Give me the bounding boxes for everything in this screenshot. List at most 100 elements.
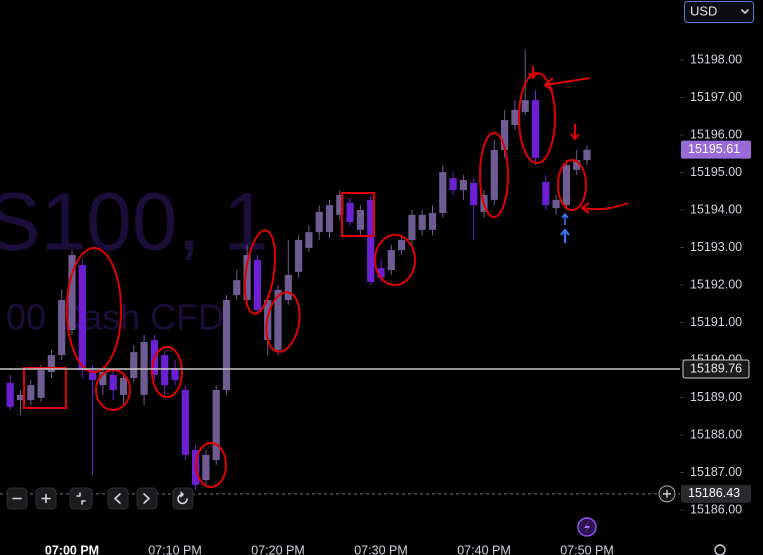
candle-body [243,255,251,300]
annotation-ellipse [151,346,183,398]
candle-body [583,149,591,161]
annotation-arrow [528,66,538,80]
currency-select[interactable]: USD [684,1,754,23]
signal-arrow [560,228,570,243]
candle-body [295,240,303,272]
annotation-box [23,367,67,409]
annotation-ellipse [243,229,277,315]
candle-body [542,181,550,206]
refresh-button[interactable] [172,487,194,510]
signal-arrow [561,212,569,225]
toolbar [6,487,726,555]
y-tick-label: 15187.00 [690,465,742,479]
candle-body [552,199,560,209]
settings-button[interactable] [714,544,726,555]
annotation-arrow [580,202,629,214]
x-tick-label: 07:50 PM [560,543,614,555]
currency-label[interactable]: USD [690,3,717,18]
y-tick-label: 15196.00 [690,127,742,141]
reset-icon [76,492,86,505]
candle-body [212,390,220,461]
annotation-ellipse [479,132,509,218]
x-tick-label: 07:00 PM [45,543,99,555]
candle-body [387,250,395,270]
y-tick-label: 15194.00 [690,202,742,216]
candle-body [511,109,519,125]
candle-body [58,300,66,356]
candle-body [171,367,179,380]
candle-body [233,280,241,296]
x-tick-label: 07:20 PM [251,543,305,555]
plot-area [6,49,591,491]
price-axis: 15186.0015187.0015188.0015189.0015190.00… [680,52,742,516]
y-tick-label: 15188.00 [690,427,742,441]
candle-body [325,205,334,233]
candle-body [6,382,14,407]
reference-label-box [682,359,750,379]
candle-body [130,352,138,378]
lightning-icon [584,521,590,533]
annotation-box [341,192,375,237]
candle-body [16,394,25,401]
annotation-ellipse [95,369,131,411]
annotation-ellipse [195,442,227,488]
chevron [741,9,749,14]
candle-body [284,274,292,300]
y-tick-label: 15191.00 [690,315,742,329]
candle-body [253,259,261,311]
candle-body [439,172,447,213]
watermark: S100, 1 00 Cash CFD [0,177,269,338]
y-tick-label: 15195.00 [690,165,742,179]
currency-select-box[interactable] [684,1,754,23]
last-price-label: 15195.61 [688,142,740,156]
candle-body [521,100,529,113]
candle-body [109,375,117,390]
annotation-arrow [543,77,591,92]
candle-body [531,100,540,158]
reset-scale-button[interactable] [69,487,93,510]
candle-body [78,265,86,371]
annotation-ellipse [66,247,122,373]
candle-body [346,202,354,222]
candle-body [202,454,210,480]
candle-body [27,385,35,401]
x-tick-label: 07:30 PM [354,543,408,555]
candle-body [68,255,76,330]
candle-body [336,195,344,215]
candle-body [222,300,231,390]
candle-body [408,214,416,240]
watermark-title: S100, 1 [0,177,269,268]
watermark-subtitle: 00 Cash CFD [6,297,224,338]
crosshair-label-box [681,484,751,503]
candle-body [398,240,406,251]
plus-icon [663,489,671,498]
candle-body [490,150,498,200]
candle-body [181,390,189,455]
reference-label: 15189.76 [690,361,742,375]
candle-body [89,370,97,380]
candle-body [47,355,55,372]
crosshair-label: 15186.43 [688,486,740,500]
candle-body [305,232,313,248]
candle-body [367,199,375,282]
left-icon [114,493,121,504]
y-tick-label: 15192.00 [690,277,742,291]
annotation-arrow [570,124,580,141]
scroll-left-button[interactable] [107,487,129,510]
scroll-right-button[interactable] [136,487,158,510]
y-tick-label: 15186.00 [690,502,742,516]
candle-body [418,214,426,230]
x-tick-label: 07:40 PM [457,543,511,555]
candle-body [449,178,457,191]
candle-body [274,289,282,350]
candle-body [99,372,107,386]
candle-body [428,213,437,230]
candle-body [119,378,128,395]
candle-body [377,268,385,278]
candle-body [573,160,581,170]
y-tick-label: 15198.00 [690,52,742,66]
time-axis: 07:00 PM 07:10 PM 07:20 PM 07:30 PM 07:40 PM… [45,543,614,555]
y-tick-label: 15193.00 [690,240,742,254]
annotation-ellipse [265,291,301,353]
